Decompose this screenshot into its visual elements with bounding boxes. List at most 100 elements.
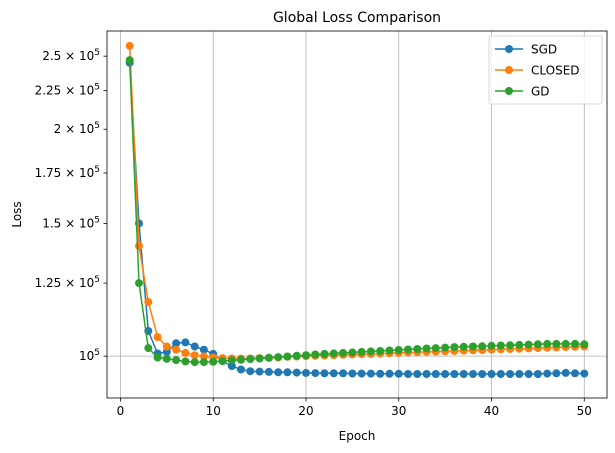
y-tick-mantissa: 10 xyxy=(79,349,94,363)
data-point xyxy=(172,356,181,365)
x-tick-label: 50 xyxy=(577,404,592,418)
data-point xyxy=(506,370,515,378)
data-point xyxy=(199,345,208,354)
data-point xyxy=(181,338,190,347)
data-point xyxy=(496,341,505,350)
data-point xyxy=(394,346,403,354)
legend-swatch-marker xyxy=(505,45,513,53)
data-point xyxy=(552,369,561,378)
x-tick-label: 0 xyxy=(117,404,125,418)
y-tick-mantissa: 2.5 × 10 xyxy=(42,49,94,63)
data-point xyxy=(561,368,570,377)
data-point xyxy=(357,347,366,356)
data-point xyxy=(190,351,199,360)
data-point xyxy=(441,343,450,352)
data-point xyxy=(339,348,348,357)
y-tick-mantissa: 1.5 × 10 xyxy=(42,216,94,230)
data-point xyxy=(404,370,412,378)
data-point xyxy=(348,369,357,378)
y-tick-mantissa: 2 × 10 xyxy=(54,122,95,136)
y-tick-label: 1.75 × 105 xyxy=(35,165,100,180)
data-point xyxy=(227,356,236,365)
data-point xyxy=(431,370,440,378)
data-point xyxy=(385,346,394,355)
data-point xyxy=(264,353,273,362)
data-point xyxy=(283,352,292,361)
data-point xyxy=(469,370,477,378)
data-point xyxy=(571,339,579,348)
data-point xyxy=(190,342,199,351)
legend-entry: CLOSED xyxy=(495,64,580,78)
data-point xyxy=(441,370,450,378)
plot-frame xyxy=(106,30,608,399)
data-point xyxy=(302,351,310,360)
data-point xyxy=(283,368,292,377)
data-point xyxy=(199,358,208,367)
data-point xyxy=(144,298,153,306)
data-point xyxy=(422,344,431,353)
data-point xyxy=(413,370,422,378)
data-point xyxy=(422,370,431,378)
y-tick-label: 1.25 × 105 xyxy=(35,275,100,290)
data-point xyxy=(543,339,552,348)
data-point xyxy=(246,355,255,364)
data-point xyxy=(329,349,338,358)
data-point xyxy=(292,368,301,377)
y-tick-exponent: 5 xyxy=(94,215,100,225)
y-tick-exponent: 5 xyxy=(94,121,100,131)
data-point xyxy=(487,341,496,350)
data-point xyxy=(366,369,375,378)
series-gd xyxy=(125,56,589,367)
data-point xyxy=(413,345,422,353)
y-tick-exponent: 5 xyxy=(94,348,100,358)
data-point xyxy=(274,353,283,362)
data-point xyxy=(246,367,255,376)
legend-entry: SGD xyxy=(495,43,557,57)
data-point xyxy=(320,349,329,358)
data-point xyxy=(515,370,524,378)
x-tick-label: 20 xyxy=(298,404,313,418)
data-point xyxy=(227,362,236,371)
y-tick-label: 2.25 × 105 xyxy=(35,83,100,98)
x-tick-label: 40 xyxy=(484,404,499,418)
data-point xyxy=(348,348,357,357)
data-point xyxy=(524,370,533,378)
data-point xyxy=(376,369,385,378)
data-point xyxy=(561,339,570,348)
data-point xyxy=(190,358,199,367)
data-point xyxy=(450,370,459,378)
x-tick-label: 10 xyxy=(206,404,221,418)
chart-title: Global Loss Comparison xyxy=(273,10,441,26)
data-point xyxy=(255,367,264,376)
data-point xyxy=(459,342,468,351)
data-point xyxy=(172,345,181,354)
legend: SGD CLOSED GD xyxy=(488,35,603,105)
x-axis-label: Epoch xyxy=(339,429,376,443)
data-point xyxy=(264,367,273,376)
data-point xyxy=(199,352,208,361)
data-point xyxy=(552,339,561,348)
data-point xyxy=(496,370,505,378)
data-point xyxy=(125,56,134,65)
data-point xyxy=(357,369,366,378)
x-tick-label: 30 xyxy=(391,404,406,418)
data-point xyxy=(162,354,171,363)
data-point xyxy=(580,369,589,378)
y-tick-mantissa: 1.75 × 10 xyxy=(35,166,95,180)
data-point xyxy=(320,369,329,378)
legend-entry: GD xyxy=(495,85,550,99)
data-point xyxy=(459,370,468,378)
data-point xyxy=(237,365,245,374)
data-point xyxy=(274,368,283,377)
data-point xyxy=(162,342,171,351)
y-tick-exponent: 5 xyxy=(94,165,100,175)
legend-swatch-marker xyxy=(505,87,513,95)
data-point xyxy=(329,369,338,378)
data-point xyxy=(506,341,515,350)
data-point xyxy=(302,368,310,377)
data-point xyxy=(181,357,190,366)
y-tick-exponent: 5 xyxy=(94,48,100,58)
data-point xyxy=(144,344,153,353)
data-point xyxy=(135,279,143,288)
